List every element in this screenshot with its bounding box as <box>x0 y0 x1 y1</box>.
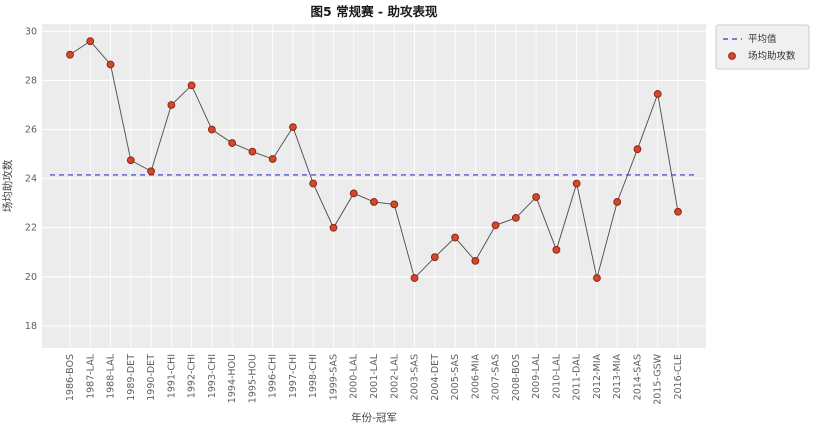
x-tick-label: 1995-HOU <box>247 354 258 403</box>
data-point <box>167 101 176 109</box>
legend-series-label: 场均助攻数 <box>748 50 796 62</box>
x-tick-label: 2014-SAS <box>632 354 643 400</box>
legend-marker-sample <box>728 52 736 60</box>
y-tick-label: 30 <box>25 26 37 37</box>
x-tick-label: 1989-DET <box>126 354 137 401</box>
y-tick-label: 22 <box>25 223 37 234</box>
data-point <box>86 37 95 46</box>
x-tick-label: 1991-CHI <box>166 354 177 398</box>
x-tick-label: 1990-DET <box>146 354 157 401</box>
data-point <box>451 233 459 242</box>
data-point <box>106 60 115 69</box>
data-point <box>248 147 257 156</box>
data-point <box>66 50 74 59</box>
x-tick-label: 1987-LAL <box>85 353 96 399</box>
x-tick-label: 1998-CHI <box>308 354 319 398</box>
x-axis-label: 年份-冠军 <box>351 411 397 424</box>
data-series <box>50 37 698 282</box>
y-axis-label: 场均助攻数 <box>1 159 14 212</box>
data-point <box>410 274 419 282</box>
x-tick-label: 2003-SAS <box>410 354 421 400</box>
x-tick-label: 2006-MIA <box>470 354 481 400</box>
x-tick-label: 1986-BOS <box>65 354 76 401</box>
x-tick-label: 2000-LAL <box>349 353 360 399</box>
y-tick-labels: 18 20 22 24 26 28 30 <box>25 26 37 332</box>
x-tick-label: 2012-MIA <box>592 354 603 400</box>
y-tick-label: 18 <box>25 321 37 332</box>
x-tick-label: 2007-SAS <box>491 354 502 400</box>
x-tick-label: 2010-LAL <box>551 353 562 399</box>
y-tick-label: 28 <box>25 75 37 86</box>
y-tick-label: 26 <box>25 125 37 136</box>
data-point <box>309 179 318 188</box>
x-tick-label: 1994-HOU <box>227 354 238 403</box>
y-tick-label: 20 <box>25 272 37 283</box>
data-point <box>613 198 622 206</box>
x-tick-label: 2001-LAL <box>369 353 380 399</box>
legend-box <box>715 24 810 70</box>
x-tick-label: 1992-CHI <box>187 354 198 398</box>
data-point <box>593 274 601 282</box>
data-point <box>552 245 561 254</box>
data-point <box>572 179 581 188</box>
data-point <box>633 145 642 154</box>
x-tick-label: 2013-MIA <box>612 354 623 400</box>
data-point <box>390 200 399 209</box>
x-tick-label: 2011-DAL <box>572 353 583 400</box>
data-point <box>268 155 277 163</box>
x-tick-label: 2016-CLE <box>673 354 684 400</box>
data-point <box>491 221 500 230</box>
data-point <box>370 198 378 206</box>
x-tick-labels: 1986-BOS 1987-LAL 1988-LAL 1989-DET 1990-DET… <box>65 353 684 404</box>
legend: 平均值 场均助攻数 <box>715 24 810 70</box>
x-tick-label: 2008-BOS <box>511 354 522 401</box>
x-tick-label: 2015-GSW <box>653 353 664 404</box>
x-tick-label: 2002-LAL <box>389 353 400 399</box>
data-point <box>532 193 541 201</box>
data-point <box>674 207 682 216</box>
data-point <box>653 90 662 98</box>
data-point <box>430 253 439 262</box>
legend-mean-label: 平均值 <box>748 33 777 45</box>
data-point <box>471 256 480 265</box>
plot-background-layer <box>42 24 706 348</box>
data-point <box>187 81 196 90</box>
data-point <box>228 139 237 147</box>
x-tick-label: 2005-SAS <box>450 354 461 400</box>
x-tick-label: 1997-CHI <box>288 354 299 398</box>
data-point <box>329 223 338 232</box>
x-tick-label: 2004-DET <box>430 354 441 401</box>
x-tick-label: 1988-LAL <box>106 353 117 399</box>
data-point <box>289 123 297 131</box>
data-point <box>126 156 135 165</box>
data-point <box>511 214 520 222</box>
x-tick-label: 2009-LAL <box>531 353 542 399</box>
x-tick-label: 1996-CHI <box>268 354 279 398</box>
chart-title: 图5 常规赛 - 助攻表现 <box>311 4 438 19</box>
x-tick-label: 1999-SAS <box>328 354 339 400</box>
data-point <box>147 167 155 176</box>
y-tick-label: 24 <box>25 174 37 185</box>
data-point <box>207 125 216 134</box>
data-point <box>349 189 358 198</box>
x-tick-label: 1993-CHI <box>207 354 218 398</box>
